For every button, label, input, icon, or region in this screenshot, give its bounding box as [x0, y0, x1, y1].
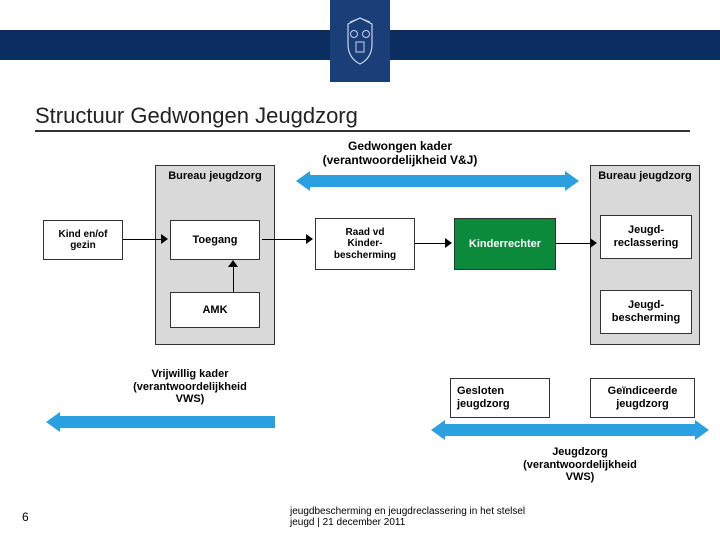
box-kind-gezin: Kind en/ofgezin [43, 220, 123, 260]
panel-right-title: Bureau jeugdzorg [591, 166, 699, 183]
line-kind-toegang [123, 239, 163, 240]
box-geindiceerde: Geïndiceerdejeugdzorg [590, 378, 695, 418]
footer-text: jeugdbescherming en jeugdreclassering in… [290, 506, 690, 528]
box-jeugdreclassering: Jeugd-reclassering [600, 215, 692, 259]
box-raad: Raad vdKinder-bescherming [315, 218, 415, 270]
gedwongen-kader-label: Gedwongen kader(verantwoordelijkheid V&J… [300, 140, 500, 168]
box-gesloten: Geslotenjeugdzorg [450, 378, 550, 418]
arrowhead-raad-kr [445, 238, 452, 248]
arrow-jeugdzorg-vws [445, 424, 695, 436]
page-number: 6 [22, 510, 29, 524]
arrow-vrijwillig [60, 416, 275, 428]
box-jeugdbescherming: Jeugd-bescherming [600, 290, 692, 334]
diagram-stage: Gedwongen kader(verantwoordelijkheid V&J… [0, 0, 720, 540]
box-toegang: Toegang [170, 220, 260, 260]
box-amk: AMK [170, 292, 260, 328]
label-vrijwillig: Vrijwillig kader(verantwoordelijkheidVWS… [105, 368, 275, 406]
arrowhead-kr-jr [590, 238, 597, 248]
line-raad-kr [415, 243, 447, 244]
line-toegang-raad [262, 239, 308, 240]
arrowhead-kind-toegang [161, 234, 168, 244]
arrow-gedwongen-kader [310, 175, 565, 187]
line-kr-jr [556, 243, 592, 244]
arrowhead-amk-toegang [228, 260, 238, 267]
label-jeugdzorg-vws: Jeugdzorg(verantwoordelijkheidVWS) [490, 446, 670, 484]
arrowhead-toegang-raad [306, 234, 313, 244]
panel-left-title: Bureau jeugdzorg [156, 166, 274, 183]
box-kinderrechter: Kinderrechter [454, 218, 556, 270]
